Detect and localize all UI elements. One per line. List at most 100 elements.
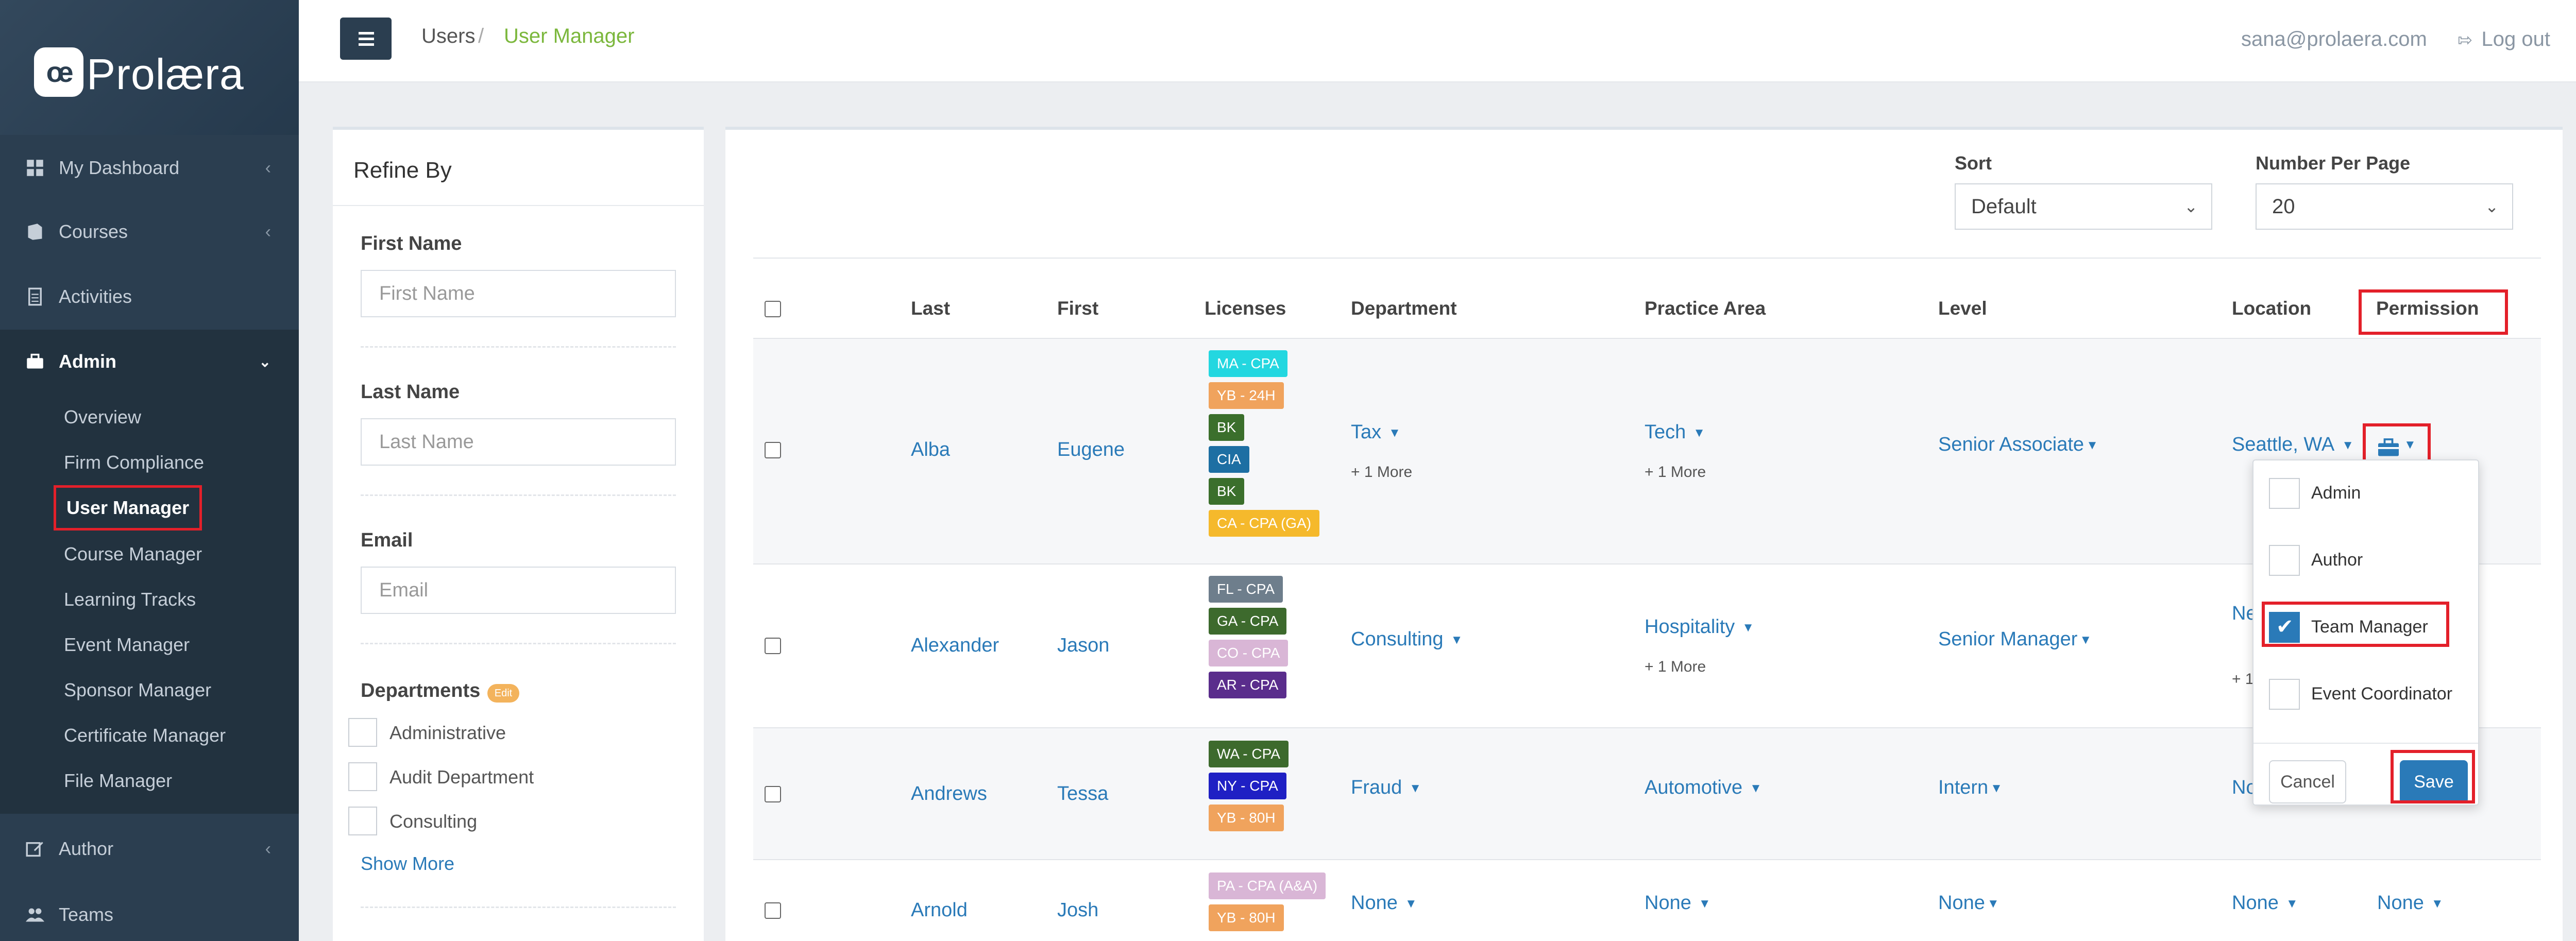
- caret-down-icon: ▼: [1409, 781, 1422, 795]
- submenu-user-manager[interactable]: User Manager: [54, 485, 202, 531]
- cell-department[interactable]: None ▼: [1351, 892, 1417, 914]
- sidebar-item-dashboard[interactable]: My Dashboard ‹: [0, 136, 299, 200]
- col-header-first[interactable]: First: [1057, 298, 1099, 319]
- cell-level[interactable]: Senior Associate ▼: [1938, 434, 2098, 456]
- sidebar-item-label: Admin: [59, 351, 116, 372]
- cell-practice-area[interactable]: Hospitality ▼: [1645, 616, 1754, 638]
- license-badge: AR - CPA: [1209, 672, 1287, 698]
- cell-first-name[interactable]: Eugene: [1057, 439, 1125, 460]
- cell-last-name[interactable]: Alexander: [911, 635, 999, 656]
- permission-dropdown-button[interactable]: ▼: [2370, 431, 2427, 465]
- divider: [753, 859, 2541, 860]
- submenu-firm-compliance[interactable]: Firm Compliance: [64, 452, 205, 473]
- row-checkbox[interactable]: [765, 638, 781, 654]
- submenu-course-manager[interactable]: Course Manager: [64, 543, 202, 564]
- cell-last-name[interactable]: Alba: [911, 439, 951, 460]
- first-name-label: First Name: [361, 233, 462, 254]
- sidebar-item-activities[interactable]: Activities: [0, 265, 299, 329]
- department-name: Consulting: [389, 811, 478, 832]
- show-more-link[interactable]: Show More: [361, 853, 455, 874]
- col-header-last[interactable]: Last: [911, 298, 951, 319]
- submenu-overview[interactable]: Overview: [64, 406, 142, 427]
- breadcrumb-users[interactable]: Users: [421, 25, 476, 47]
- submenu-event-manager[interactable]: Event Manager: [64, 634, 190, 655]
- permission-checkbox-author[interactable]: [2269, 545, 2300, 576]
- cell-last-name[interactable]: Arnold: [911, 899, 968, 921]
- user-email[interactable]: sana@prolaera.com: [2241, 28, 2427, 50]
- sidebar-item-teams[interactable]: Teams: [0, 883, 299, 941]
- submenu-file-manager[interactable]: File Manager: [64, 770, 173, 791]
- license-badge: FL - CPA: [1209, 576, 1283, 603]
- cell-department[interactable]: Tax ▼: [1351, 421, 1401, 443]
- brand-logo-text[interactable]: Prolæra: [87, 50, 244, 98]
- chevron-left-icon: ‹: [265, 839, 271, 859]
- sidebar-item-admin[interactable]: Admin ⌄: [0, 330, 299, 393]
- document-icon: [28, 287, 42, 306]
- cancel-button[interactable]: Cancel: [2269, 760, 2346, 803]
- cell-department[interactable]: Consulting ▼: [1351, 628, 1463, 651]
- sidebar: œ Prolæra My Dashboard ‹ Courses ‹ Activ…: [0, 0, 299, 941]
- cell-level[interactable]: Intern ▼: [1938, 777, 2003, 799]
- select-all-checkbox[interactable]: [765, 301, 781, 317]
- cell-level[interactable]: Senior Manager ▼: [1938, 628, 2092, 651]
- cell-department[interactable]: Fraud ▼: [1351, 777, 1421, 799]
- menu-toggle-button[interactable]: [340, 18, 392, 60]
- cell-level[interactable]: None ▼: [1938, 892, 1999, 914]
- save-button[interactable]: Save: [2400, 760, 2468, 803]
- department-checkbox[interactable]: [348, 718, 377, 747]
- col-header-location[interactable]: Location: [2232, 298, 2312, 319]
- location-more[interactable]: + 1: [2232, 671, 2254, 688]
- department-checkbox[interactable]: [348, 762, 377, 791]
- col-header-practice-area[interactable]: Practice Area: [1645, 298, 1766, 319]
- location-value: Seattle, WA: [2232, 434, 2335, 455]
- last-name-input[interactable]: Last Name: [361, 418, 676, 466]
- logout-link[interactable]: ⇰ Log out: [2458, 28, 2550, 51]
- sidebar-item-courses[interactable]: Courses ‹: [0, 200, 299, 264]
- submenu-learning-tracks[interactable]: Learning Tracks: [64, 589, 196, 610]
- submenu-certificate-manager[interactable]: Certificate Manager: [64, 725, 226, 746]
- per-page-label: Number Per Page: [2256, 152, 2411, 174]
- caret-down-icon: ▼: [1404, 896, 1417, 911]
- sidebar-item-author[interactable]: Author ‹: [0, 817, 299, 881]
- sort-select[interactable]: Default ⌄: [1955, 183, 2212, 230]
- row-checkbox[interactable]: [765, 442, 781, 458]
- logout-label: Log out: [2481, 28, 2550, 50]
- col-header-department[interactable]: Department: [1351, 298, 1457, 319]
- cell-last-name[interactable]: Andrews: [911, 783, 987, 805]
- col-header-permission[interactable]: Permission: [2376, 298, 2479, 319]
- submenu-sponsor-manager[interactable]: Sponsor Manager: [64, 679, 212, 700]
- practice-more[interactable]: + 1 More: [1645, 464, 1706, 481]
- hamburger-icon: [359, 32, 374, 35]
- col-header-level[interactable]: Level: [1938, 298, 1987, 319]
- cell-practice-area[interactable]: Automotive ▼: [1645, 777, 1762, 799]
- cell-location[interactable]: None ▼: [2232, 892, 2298, 914]
- caret-down-icon: ▼: [1698, 896, 1711, 911]
- first-name-input[interactable]: First Name: [361, 270, 676, 317]
- email-input[interactable]: Email: [361, 567, 676, 614]
- refine-panel: Refine By First Name First Name Last Nam…: [333, 127, 704, 941]
- permission-checkbox-team-manager[interactable]: [2269, 612, 2300, 643]
- cell-practice-area[interactable]: Tech ▼: [1645, 421, 1705, 443]
- practice-more[interactable]: + 1 More: [1645, 658, 1706, 675]
- cell-first-name[interactable]: Josh: [1057, 899, 1099, 921]
- cell-first-name[interactable]: Jason: [1057, 635, 1110, 656]
- per-page-select[interactable]: 20 ⌄: [2256, 183, 2513, 230]
- row-checkbox[interactable]: [765, 786, 781, 802]
- cell-location[interactable]: Seattle, WA ▼: [2232, 434, 2354, 456]
- department-checkbox[interactable]: [348, 807, 377, 835]
- departments-edit-badge[interactable]: Edit: [487, 684, 519, 703]
- permission-checkbox-event-coordinator[interactable]: [2269, 679, 2300, 710]
- divider: [753, 727, 2541, 728]
- book-icon: [28, 224, 42, 240]
- chevron-down-icon: ⌄: [2184, 197, 2198, 216]
- department-value: Fraud: [1351, 777, 1402, 798]
- cell-practice-area[interactable]: None ▼: [1645, 892, 1711, 914]
- cell-permission[interactable]: None ▼: [2377, 892, 2444, 914]
- permission-checkbox-admin[interactable]: [2269, 478, 2300, 509]
- departments-label: Departments: [361, 680, 481, 702]
- department-value: None: [1351, 892, 1398, 914]
- cell-first-name[interactable]: Tessa: [1057, 783, 1109, 805]
- row-checkbox[interactable]: [765, 902, 781, 919]
- permission-label: Admin: [2311, 483, 2361, 503]
- department-more[interactable]: + 1 More: [1351, 464, 1413, 481]
